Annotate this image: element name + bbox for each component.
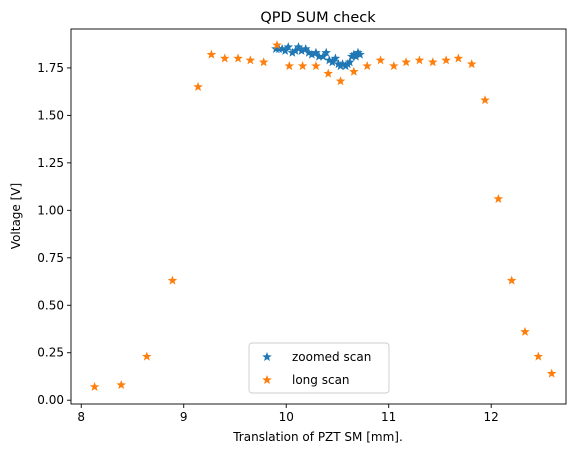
legend-label: long scan [292, 373, 350, 387]
legend-marker [262, 375, 272, 385]
plot-frame [70, 28, 567, 405]
data-point [280, 45, 290, 55]
data-point [314, 51, 324, 61]
data-marks [89, 40, 557, 391]
y-tick-label: 1.75 [37, 61, 64, 75]
x-axis-label: Translation of PZT SM [mm]. [232, 430, 403, 444]
data-point [284, 61, 295, 71]
x-tick-label: 8 [77, 410, 85, 424]
data-point [300, 43, 311, 53]
data-point [142, 351, 152, 361]
data-point [307, 49, 317, 59]
y-tick-label: 0.25 [37, 346, 64, 360]
y-axis-label: Voltage [V] [9, 183, 23, 249]
y-axis-ticks: 0.00 0.25 0.50 0.75 1.00 1.25 1.50 1.75 [37, 61, 71, 407]
data-point [520, 326, 530, 336]
x-tick-label: 11 [381, 410, 396, 424]
x-tick-label: 12 [484, 410, 499, 424]
data-point [493, 193, 504, 203]
data-point [355, 49, 365, 59]
data-point [389, 61, 399, 71]
y-tick-label: 1.25 [37, 156, 64, 170]
x-axis-ticks: 8 9 10 11 12 [77, 404, 499, 424]
data-point [375, 55, 386, 65]
legend-label: zoomed scan [292, 350, 371, 364]
data-point [466, 59, 477, 69]
legend-items: zoomed scan long scan [262, 350, 371, 387]
plot-area [71, 29, 566, 404]
data-point [277, 43, 287, 53]
data-point [362, 61, 372, 71]
data-point [167, 275, 178, 285]
data-point [349, 66, 359, 76]
data-point [193, 81, 203, 91]
y-tick-label: 1.00 [37, 203, 64, 217]
series-0-points [271, 42, 365, 71]
data-point [311, 47, 321, 57]
data-point [293, 42, 304, 52]
data-point [290, 45, 301, 55]
data-point [287, 47, 298, 57]
y-tick-label: 1.50 [37, 108, 64, 122]
data-point [219, 53, 230, 63]
x-tick-label: 10 [279, 410, 294, 424]
data-point [304, 47, 314, 57]
data-point [272, 40, 282, 50]
legend-marker [262, 352, 272, 362]
data-point [258, 57, 269, 67]
data-point [353, 47, 363, 57]
legend: zoomed scan long scan [248, 342, 390, 394]
data-point [296, 45, 307, 55]
data-point [311, 61, 321, 71]
data-point [89, 381, 100, 391]
data-point [333, 59, 344, 69]
data-point [453, 53, 464, 63]
x-tick-label: 9 [180, 410, 188, 424]
data-point [233, 53, 243, 63]
chart-title: QPD SUM check [260, 10, 376, 26]
data-point [283, 42, 294, 52]
y-tick-label: 0.75 [37, 251, 64, 265]
data-point [297, 61, 308, 71]
y-tick-label: 0.50 [37, 298, 64, 312]
data-point [546, 368, 557, 378]
data-point [533, 351, 544, 361]
data-point [323, 68, 333, 78]
data-point [324, 55, 335, 65]
data-point [401, 57, 411, 67]
data-point [327, 57, 338, 67]
data-point [480, 95, 490, 105]
data-point [414, 55, 425, 65]
series-1-points [89, 40, 557, 391]
data-point [441, 55, 451, 65]
data-point [337, 59, 348, 69]
data-point [506, 275, 517, 285]
data-point [318, 51, 328, 61]
data-point [116, 380, 126, 390]
data-point [428, 57, 438, 67]
legend-box [248, 342, 390, 394]
data-point [245, 55, 256, 65]
y-tick-label: 0.00 [37, 393, 64, 407]
data-point [206, 49, 217, 59]
data-point [335, 76, 346, 86]
data-point [345, 57, 355, 67]
data-point [349, 49, 359, 59]
data-point [321, 47, 331, 57]
data-point [330, 53, 341, 63]
